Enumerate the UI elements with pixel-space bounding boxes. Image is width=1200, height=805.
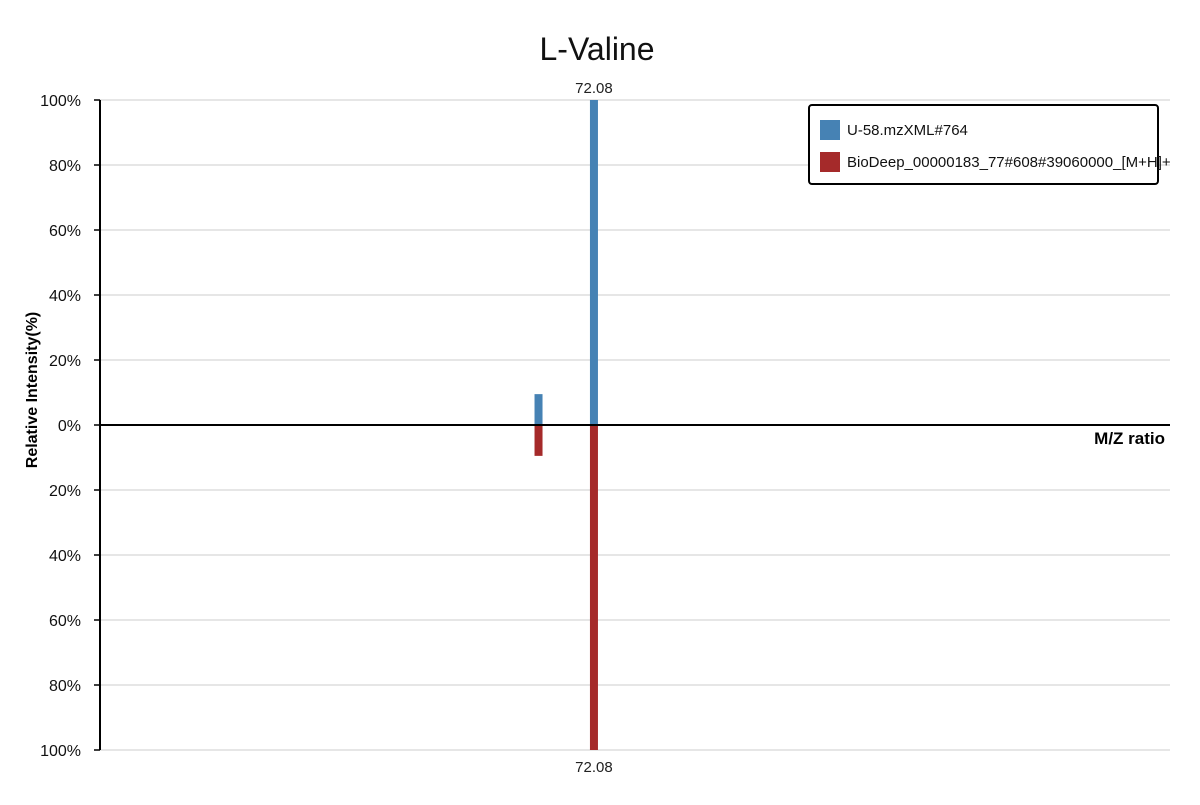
- legend: U-58.mzXML#764 BioDeep_00000183_77#608#39…: [808, 104, 1171, 185]
- peak-label: 72.08: [575, 759, 613, 776]
- sample-peak-bar: [534, 394, 543, 425]
- legend-swatch: [820, 120, 840, 140]
- legend-swatch: [820, 152, 840, 172]
- peak-bars: [534, 100, 598, 750]
- legend-label: BioDeep_00000183_77#608#39060000_[M+H]+: [847, 154, 1171, 171]
- y-tick-label: 80%: [49, 158, 81, 175]
- sample-peak-bar: [589, 100, 598, 425]
- y-tick-label: 60%: [49, 613, 81, 630]
- y-tick-label: 100%: [40, 743, 81, 760]
- y-axis-label: Relative Intensity(%): [24, 312, 41, 468]
- x-axis-label: M/Z ratio: [1094, 429, 1165, 448]
- y-tick-label: 20%: [49, 353, 81, 370]
- chart-title: L-Valine: [539, 31, 654, 67]
- y-tick-label: 80%: [49, 678, 81, 695]
- y-tick-label: 40%: [49, 548, 81, 565]
- peak-labels: 72.08 72.08: [575, 80, 613, 776]
- axes: [99, 100, 1170, 750]
- reference-peak-bar: [534, 425, 543, 456]
- legend-label: U-58.mzXML#764: [847, 122, 968, 139]
- legend-box: [808, 104, 1159, 185]
- y-tick-label: 100%: [40, 93, 81, 110]
- y-tick-label: 0%: [58, 418, 81, 435]
- y-tick-label: 60%: [49, 223, 81, 240]
- reference-peak-bar: [589, 425, 598, 750]
- y-axis-ticks: 100% 80% 60% 40% 20% 0% 20% 40% 60% 80% 100%: [40, 93, 100, 760]
- y-tick-label: 20%: [49, 483, 81, 500]
- peak-label: 72.08: [575, 80, 613, 97]
- legend-items: U-58.mzXML#764 BioDeep_00000183_77#608#39…: [820, 120, 1171, 172]
- y-tick-label: 40%: [49, 288, 81, 305]
- gridlines: [100, 99, 1170, 751]
